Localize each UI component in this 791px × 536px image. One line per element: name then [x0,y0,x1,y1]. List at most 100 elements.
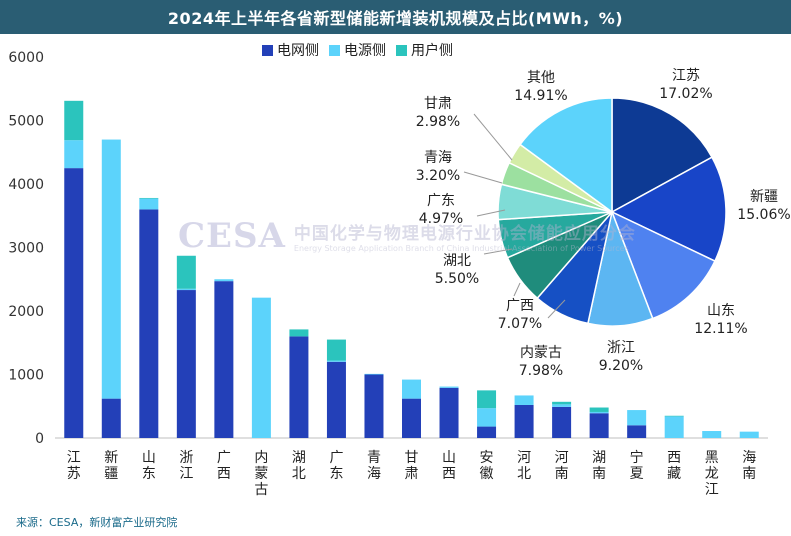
x-tick-label-char: 安 [480,450,494,466]
pie-slice [610,210,716,320]
bar-segment-grid [552,406,572,438]
source-note: 来源：CESA，新财富产业研究院 [16,516,178,529]
bar-segment-user [64,100,84,141]
bar-segment-source [326,360,346,362]
bar-segment-source [139,198,159,210]
legend-label-user: 用户侧 [411,43,453,59]
bar-segment-user [326,339,346,361]
x-tick-label-char: 龙 [705,466,719,482]
pie-leader-line [463,171,503,184]
y-tick-label: 5000 [8,114,44,130]
x-tick-label-char: 西 [667,450,681,466]
bar-segment-source [64,140,84,169]
pie-label-value: 14.91% [514,88,567,104]
bar-segment-user [176,255,196,289]
legend-swatch-source [329,44,340,56]
bar-segment-user [552,401,572,405]
bar-segment-user [664,415,684,417]
bar-segment-grid [477,426,497,438]
x-tick-label-char: 江 [67,450,81,466]
pie-label-value: 7.07% [498,316,542,332]
legend-item-grid: 电网侧 [262,40,319,60]
x-tick-label-char: 广 [329,450,343,466]
bar-segment-grid [139,209,159,438]
bar-segment-grid [514,404,534,438]
pie-label-name: 内蒙古 [520,345,562,361]
pie-label-name: 甘肃 [424,96,452,112]
bar-segment-source [627,410,647,426]
pie-label-value: 2.98% [416,114,460,130]
x-tick-label-char: 浙 [179,450,193,466]
bar-segment-user [477,390,497,409]
x-tick-label-char: 东 [142,466,156,482]
x-tick-label-char: 苏 [67,466,81,482]
x-tick-label-char: 古 [254,482,268,498]
x-tick-label-char: 徽 [480,466,494,482]
x-tick-label-char: 湖 [292,450,306,466]
x-tick-label-char: 湖 [592,450,606,466]
y-tick-label: 2000 [8,304,44,320]
x-tick-label-char: 藏 [667,466,681,482]
legend-swatch-user [396,44,407,56]
pie-label-value: 15.06% [737,207,790,223]
pie-label-value: 5.50% [435,271,479,287]
x-tick-label-char: 江 [179,466,193,482]
pie-leader-line [547,299,566,319]
x-tick-label-char: 夏 [630,466,644,482]
bar-segment-grid [326,361,346,438]
pie-label-name: 江苏 [672,68,700,84]
bar-segment-source [514,395,534,405]
x-tick-label-char: 甘 [405,450,419,466]
bar-segment-grid [289,336,309,438]
bar-segment-source [364,373,384,375]
bar-segment-grid [627,425,647,438]
pie-label-name: 新疆 [750,189,778,205]
chart-title: 2024年上半年各省新型储能新增装机规模及占比(MWh，%) [0,0,791,34]
pie-slice [611,97,713,214]
bar-segment-user [589,407,609,412]
legend-swatch-grid [262,44,273,56]
pie-leader-line [513,282,521,297]
pie-label-name: 广西 [506,298,534,314]
bar-segment-grid [176,290,196,438]
pie-label-name: 湖北 [443,253,471,269]
x-tick-label-char: 河 [555,450,569,466]
pie-leader-line [483,248,513,255]
bar-segment-source [477,408,497,427]
bar-segment-source [101,139,121,399]
bar-segment-grid [402,398,421,438]
y-tick-label: 0 [35,431,44,447]
bar-segment-grid [364,374,384,438]
pie-label-value: 4.97% [419,211,463,227]
x-tick-label-char: 山 [142,450,156,466]
legend-item-user: 用户侧 [396,40,453,60]
legend-label-source: 电源侧 [344,43,386,59]
bar-segment-source [251,297,271,438]
x-tick-label-char: 西 [442,466,456,482]
y-tick-label: 6000 [8,50,44,66]
x-tick-label-char: 河 [517,450,531,466]
x-tick-label-char: 广 [217,450,231,466]
pie-label-value: 17.02% [659,86,712,102]
pie-label-value: 7.98% [519,363,563,379]
x-tick-label-char: 海 [367,466,381,482]
pie-label-name: 广东 [427,193,455,209]
x-tick-label-char: 山 [442,450,456,466]
x-tick-label-char: 宁 [630,449,644,466]
bar-segment-user [139,197,159,199]
pie-slice [519,97,613,214]
legend: 电网侧 电源侧 用户侧 [262,40,453,60]
bar-segment-source [664,416,684,438]
x-tick-label-char: 南 [592,466,606,482]
x-tick-label-char: 内 [254,450,268,466]
x-tick-label-char: 疆 [104,466,118,482]
bar-segment-grid [214,281,234,438]
bar-segment-source [176,288,196,291]
bar-segment-grid [64,168,84,438]
bar-segment-source [439,386,459,388]
bar-segment-grid [439,387,459,438]
x-tick-label-char: 东 [329,466,343,482]
pie-label-name: 青海 [424,150,452,166]
pie-label-name: 山东 [707,303,735,319]
